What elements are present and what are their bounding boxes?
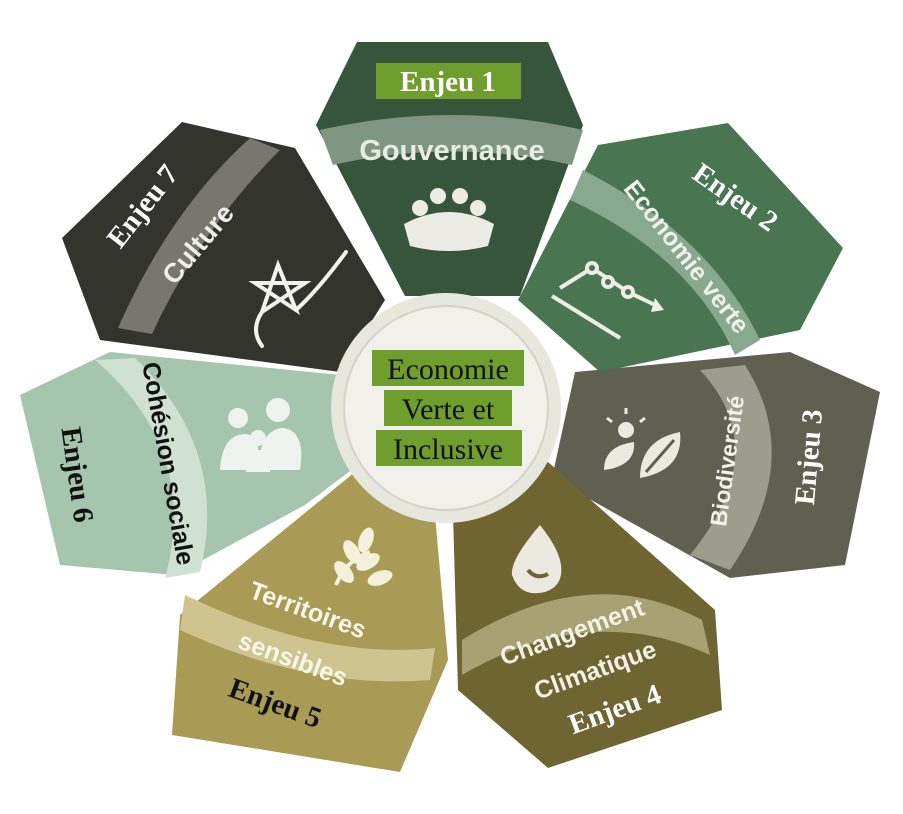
petal-cohesion-sociale[interactable]: Cohésion sociale Enjeu 6: [20, 352, 370, 578]
wheat-icon: [334, 527, 393, 586]
center-title-line3: Inclusive: [393, 433, 503, 466]
center-highlight-line3: [376, 430, 522, 466]
star-calligraphy-icon: [248, 250, 348, 348]
water-drop-icon: [511, 525, 562, 594]
petal-economie-verte[interactable]: Enjeu 2 Economie verte: [518, 123, 843, 372]
petal-culture[interactable]: Enjeu 7 Culture: [62, 122, 385, 372]
center-title-line1: Economie: [387, 353, 509, 386]
petal-changement-climatique[interactable]: Changement Climatique Enjeu 4: [452, 462, 722, 768]
center-hub: Economie Verte et Inclusive: [331, 293, 561, 523]
family-icon: [220, 398, 302, 472]
sun-leaf-icon: [604, 408, 681, 478]
petal-gouvernance-theme: Gouvernance: [359, 135, 544, 167]
center-title-line2: Verte et: [402, 393, 495, 426]
petal-gouvernance-enjeu: Enjeu 1: [400, 66, 496, 98]
petal-biodiversite[interactable]: Enjeu 3 Biodiversité: [552, 352, 880, 578]
enjeu-highlight: [376, 63, 521, 99]
center-highlight-line2: [384, 390, 512, 426]
meeting-table-icon: [404, 188, 494, 251]
center-highlight-line1: [372, 350, 524, 386]
petal-territoires-sensibles[interactable]: Territoires sensibles Enjeu 5: [172, 472, 448, 772]
growth-chart-icon: [550, 261, 664, 340]
petal-gouvernance[interactable]: Enjeu 1 Gouvernance: [316, 42, 583, 296]
